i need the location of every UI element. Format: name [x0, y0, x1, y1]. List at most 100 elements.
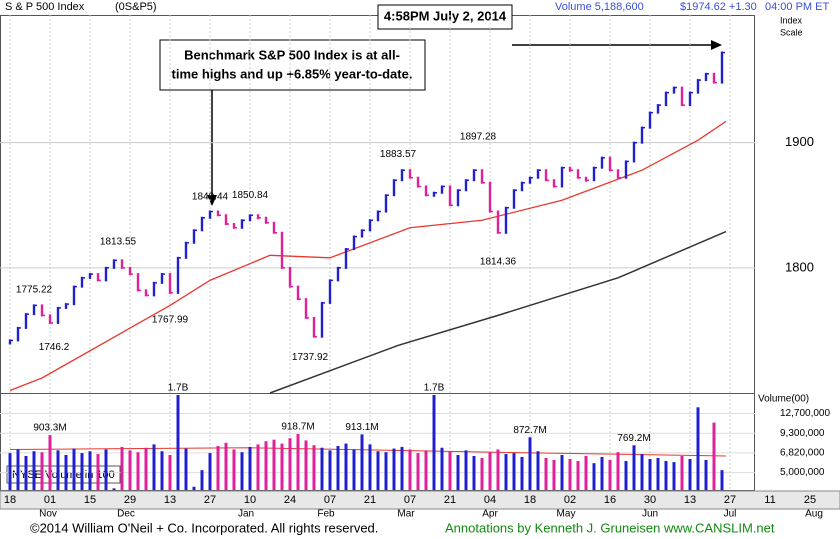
price-bar [304, 298, 308, 319]
low-label: 1737.92 [292, 352, 329, 363]
price-bar [288, 266, 292, 288]
price-bar [240, 219, 244, 229]
price-bar [456, 189, 460, 207]
price-bar [120, 259, 124, 269]
price-bar [664, 91, 668, 107]
x-tick-label: 21 [364, 494, 376, 506]
price-bar [680, 86, 684, 107]
volume-bar [296, 434, 300, 490]
arrow-head [711, 40, 722, 50]
price-bar [672, 86, 676, 94]
volume-bar [320, 447, 324, 490]
volume-bar [520, 456, 524, 490]
price-bar [552, 179, 556, 188]
volume-bar [368, 444, 372, 490]
volume-bar [712, 422, 716, 490]
volume-tick-label: 5,000,000 [780, 467, 825, 478]
price-bar [632, 141, 636, 163]
month-label: Jul [724, 509, 737, 520]
month-label: Mar [397, 509, 415, 520]
price-bar [336, 266, 340, 282]
volume-label: 769.2M [617, 433, 650, 444]
volume-bar [440, 447, 444, 490]
volume-bar [200, 470, 204, 490]
price-bar [216, 210, 220, 217]
x-tick-label: 13 [164, 494, 176, 506]
header-volume: Volume 5,188,600 [555, 1, 644, 13]
volume-bar [160, 451, 164, 490]
volume-bar [64, 454, 68, 490]
price-bar [88, 273, 92, 279]
volume-bar [720, 470, 724, 490]
x-tick-label: 15 [84, 494, 96, 506]
high-label: 1849.44 [192, 192, 229, 203]
price-bar [584, 176, 588, 182]
price-bar [560, 166, 564, 188]
high-label: 1775.22 [16, 284, 53, 295]
month-label: Jan [238, 509, 254, 520]
x-tick-label: 29 [124, 494, 136, 506]
volume-bar [448, 451, 452, 490]
price-bar [496, 210, 500, 234]
y-tick-label: 1800 [785, 259, 814, 274]
volume-bar [48, 435, 52, 490]
volume-bar [480, 457, 484, 490]
price-bar [344, 248, 348, 269]
x-tick-label: 18 [524, 494, 536, 506]
volume-bar [224, 442, 228, 490]
volume-bar [552, 459, 556, 490]
price-bar [424, 185, 428, 197]
month-label: Jun [642, 509, 658, 520]
volume-bar [240, 452, 244, 490]
month-label: Aug [805, 509, 823, 520]
volume-bar [504, 454, 508, 490]
price-bar [112, 259, 116, 269]
volume-bar [32, 451, 36, 490]
price-bar [264, 216, 268, 224]
volume-bar [16, 449, 20, 490]
price-bar [104, 266, 108, 282]
price-bar [472, 169, 476, 182]
month-label: Apr [482, 509, 498, 520]
volume-bar [312, 445, 316, 490]
annotation-line: time highs and up +6.85% year-to-date. [172, 66, 413, 81]
price-bar [200, 216, 204, 232]
volume-bar [432, 395, 436, 490]
volume-bar [208, 453, 212, 490]
price-bar [184, 241, 188, 259]
price-bar [480, 169, 484, 184]
x-tick-label: 04 [484, 494, 496, 506]
volume-bar [560, 454, 564, 490]
price-bar [576, 169, 580, 179]
volume-bar [248, 446, 252, 490]
price-bar [352, 235, 356, 251]
volume-bar [608, 459, 612, 490]
price-bar [256, 214, 260, 220]
volume-bar [472, 455, 476, 490]
volume-bar [184, 448, 188, 490]
volume-bar [616, 452, 620, 490]
volume-bar [80, 453, 84, 490]
volume-bar [256, 444, 260, 490]
volume-bar [464, 450, 468, 490]
volume-bar [512, 453, 516, 490]
x-tick-label: 07 [324, 494, 336, 506]
price-bar [328, 279, 332, 304]
volume-bar [632, 445, 636, 490]
price-bar [640, 126, 644, 144]
volume-bar [304, 440, 308, 490]
price-bar [544, 169, 548, 182]
volume-bar [408, 449, 412, 490]
price-bar [712, 72, 716, 84]
low-label: 1746.2 [39, 342, 70, 353]
volume-bar [688, 458, 692, 490]
x-tick-label: 07 [404, 494, 416, 506]
volume-bar [456, 454, 460, 490]
price-bar [48, 314, 52, 324]
volume-bar [128, 450, 132, 490]
y-axis-label: Index [780, 15, 803, 25]
price-bar [384, 194, 388, 213]
x-axis-strip [0, 490, 840, 510]
volume-bar [120, 446, 124, 490]
price-bar [376, 210, 380, 222]
